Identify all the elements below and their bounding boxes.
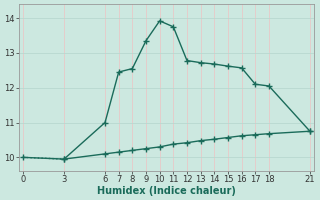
X-axis label: Humidex (Indice chaleur): Humidex (Indice chaleur) [97,186,236,196]
